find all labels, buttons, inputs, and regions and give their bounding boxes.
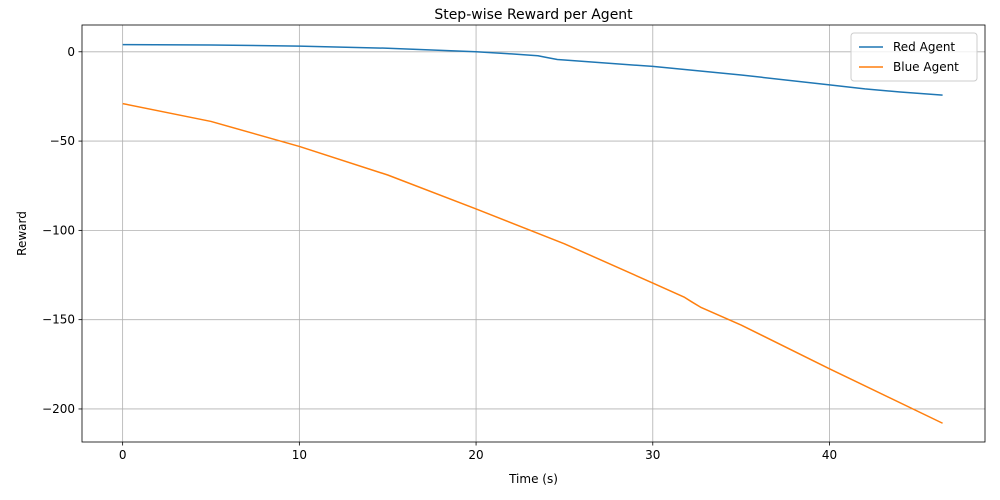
grid — [82, 25, 985, 442]
legend: Red Agent Blue Agent — [850, 32, 978, 82]
x-tick-label: 40 — [822, 448, 837, 462]
y-tick-label: −50 — [50, 134, 75, 148]
legend-box — [850, 32, 978, 82]
x-tick-label: 20 — [468, 448, 483, 462]
y-axis-label: Reward — [15, 211, 29, 256]
series-layer — [122, 43, 943, 424]
legend-label: Blue Agent — [893, 60, 959, 74]
y-tick-label: −100 — [42, 223, 75, 237]
y-tick-label: −150 — [42, 313, 75, 327]
series-line-1 — [122, 102, 943, 424]
series-line-0 — [122, 43, 943, 96]
ticks: 0 10 20 30 40 0 −50 −100 −150 −200 — [42, 45, 837, 462]
y-tick-label: 0 — [67, 45, 75, 59]
x-axis-label: Time (s) — [508, 472, 558, 486]
x-tick-label: 10 — [292, 448, 307, 462]
x-tick-label: 0 — [119, 448, 127, 462]
chart-title: Step-wise Reward per Agent — [434, 7, 633, 23]
legend-label: Red Agent — [893, 40, 955, 54]
x-tick-label: 30 — [645, 448, 660, 462]
y-tick-label: −200 — [42, 402, 75, 416]
plot-frame — [81, 24, 986, 443]
